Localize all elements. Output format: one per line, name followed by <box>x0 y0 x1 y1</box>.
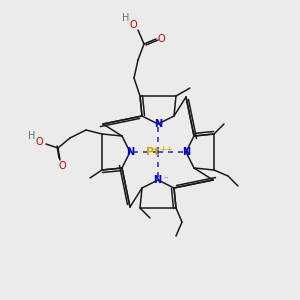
Text: O: O <box>129 20 137 30</box>
Text: ++: ++ <box>159 146 173 154</box>
Text: H: H <box>28 131 36 141</box>
Text: N: N <box>153 175 161 185</box>
Text: N: N <box>182 147 190 157</box>
Text: O: O <box>157 34 165 44</box>
Text: Pt: Pt <box>146 147 160 157</box>
Text: N: N <box>154 119 162 129</box>
Text: O: O <box>35 137 43 147</box>
Text: O: O <box>58 161 66 171</box>
Text: ⁻: ⁻ <box>164 175 168 184</box>
Text: N: N <box>126 147 134 157</box>
Text: H: H <box>122 13 130 23</box>
